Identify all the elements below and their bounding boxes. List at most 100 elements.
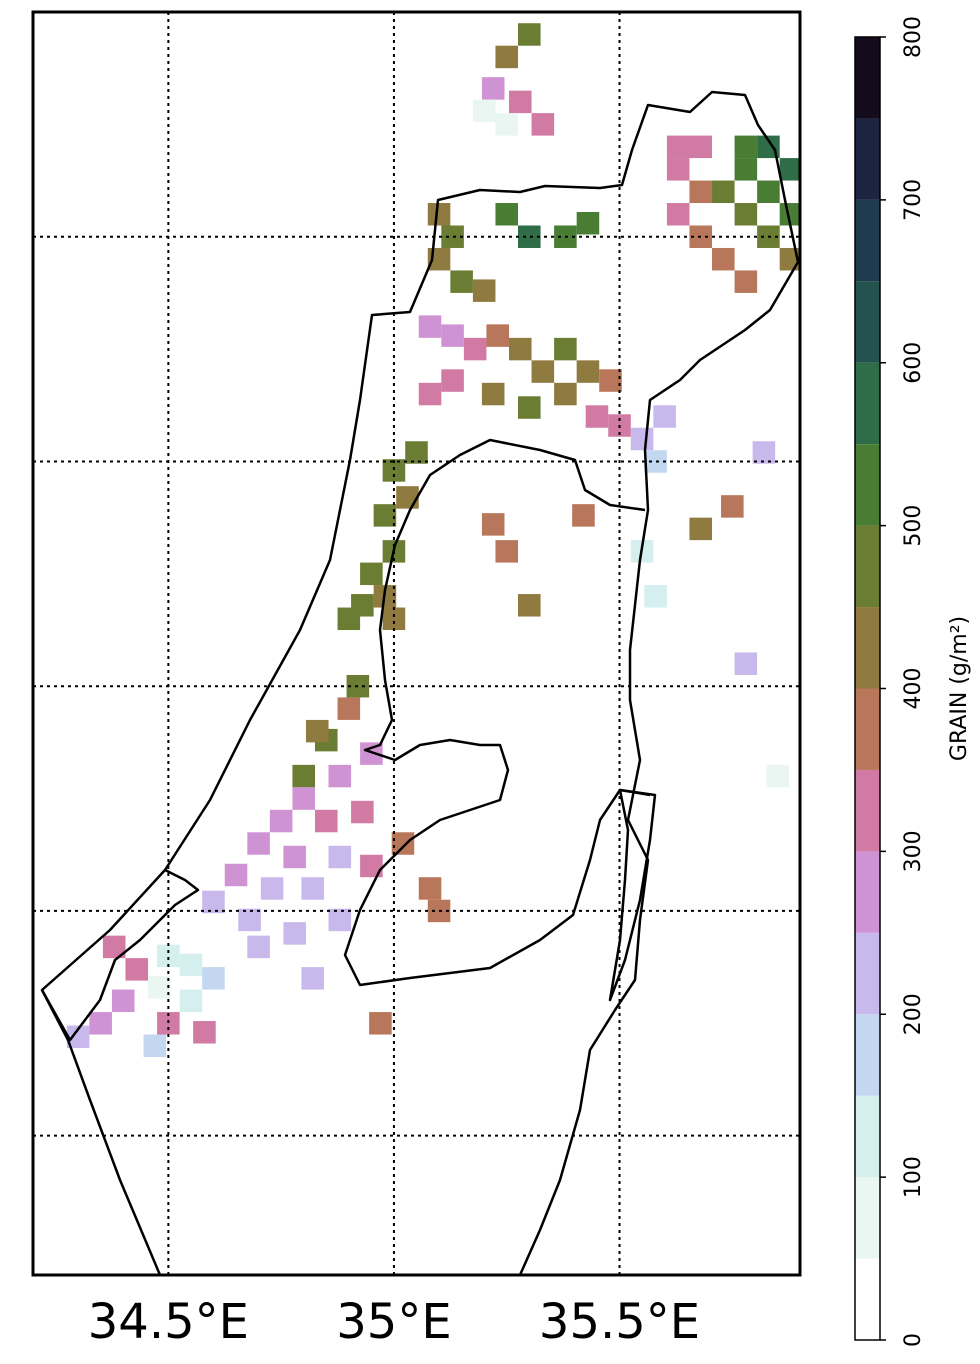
grain-cell — [66, 1025, 90, 1049]
grain-cell — [328, 764, 352, 788]
grain-cell — [283, 922, 306, 945]
colorbar-tick-label: 800 — [901, 16, 926, 58]
colorbar-tick-label: 100 — [901, 1156, 926, 1198]
grain-cell — [247, 832, 270, 855]
grain-cell — [292, 764, 315, 788]
grain-cell — [418, 315, 442, 338]
grain-cell — [373, 504, 397, 527]
colorbar-segment — [855, 1095, 880, 1178]
grain-cell — [202, 890, 225, 914]
colorbar-tick-label: 400 — [901, 668, 926, 710]
grain-cell — [689, 135, 713, 159]
grain-cell — [301, 967, 325, 990]
grain-cell — [481, 382, 505, 406]
grain-cell — [441, 225, 464, 248]
grain-cell — [486, 324, 509, 347]
grain-cell — [360, 562, 383, 586]
grain-cell — [518, 23, 541, 46]
colorbar-segment — [855, 851, 880, 933]
grain-cell — [644, 450, 667, 473]
grain-cell — [360, 742, 383, 765]
grain-cell — [450, 270, 473, 293]
grain-cell — [472, 279, 496, 302]
grain-cell — [89, 1012, 112, 1035]
grain-cell — [734, 270, 758, 293]
grain-cell — [734, 652, 758, 675]
grain-cell — [495, 45, 519, 69]
grain-cell — [666, 203, 690, 226]
west-bank — [343, 438, 651, 987]
colorbar-segment — [855, 37, 880, 119]
grain-cell — [779, 158, 800, 181]
colorbar: 0 100 200 300 400 500 600 700 800 GRAIN (g/m²) — [854, 16, 972, 1347]
borders — [40, 90, 800, 1275]
grain-cell — [125, 958, 149, 981]
grain-cell — [481, 77, 505, 100]
grain-cell — [518, 225, 541, 248]
grain-cell — [269, 809, 293, 833]
grain-cell — [721, 495, 744, 518]
colorbar-segment — [855, 688, 880, 770]
grain-cell — [576, 212, 600, 235]
colorbar-segment — [855, 1258, 880, 1340]
grain-cell — [495, 203, 519, 226]
grain-cell — [391, 832, 415, 855]
graticule — [33, 12, 800, 1275]
grain-cell — [224, 863, 248, 887]
grain-cell — [111, 989, 135, 1013]
grain-cell — [337, 607, 361, 631]
grain-cell — [260, 877, 284, 900]
grain-cell — [337, 697, 361, 720]
coast-and-border — [40, 90, 800, 1275]
x-tick-label: 35°E — [336, 1294, 451, 1350]
grain-cell — [666, 135, 690, 159]
grain-cell — [531, 360, 555, 383]
grain-cell — [360, 854, 383, 878]
grain-cell — [689, 180, 713, 204]
grain-cell — [518, 396, 541, 419]
colorbar-segment — [855, 1177, 880, 1259]
grain-cell — [305, 719, 329, 743]
grain-cell — [495, 113, 519, 136]
grain-cell — [283, 845, 306, 869]
grain-cell — [157, 1012, 180, 1035]
colorbar-segment — [855, 769, 880, 852]
grain-cell — [757, 180, 780, 204]
grain-cell — [712, 247, 735, 271]
colorbar-tick-label: 600 — [901, 342, 926, 384]
grain-cells — [66, 23, 800, 1058]
colorbar-segment — [855, 1014, 880, 1096]
grain-cell — [463, 337, 487, 361]
grain-cell — [301, 877, 325, 900]
gaza-strip — [40, 868, 200, 1042]
colorbar-segment — [855, 199, 880, 282]
grain-cell — [779, 203, 800, 226]
grain-cell — [508, 90, 532, 114]
grain-cell — [712, 180, 735, 204]
grain-cell — [202, 967, 225, 990]
grain-cell — [179, 953, 203, 977]
x-tick-label: 34.5°E — [88, 1294, 249, 1350]
grain-cell — [653, 405, 676, 428]
grain-cell — [472, 99, 496, 123]
grain-cell — [292, 787, 315, 810]
grain-cell — [148, 976, 171, 999]
grain-cell — [427, 203, 451, 226]
grain-cell — [351, 800, 374, 824]
colorbar-tick-label: 700 — [901, 179, 926, 221]
colorbar-tick-label: 300 — [901, 830, 926, 872]
grain-cell — [508, 337, 532, 361]
colorbar-segment — [855, 118, 880, 200]
grain-cell — [179, 989, 203, 1013]
grain-cell — [382, 459, 406, 482]
grain-cell — [382, 607, 406, 631]
grain-cell — [328, 908, 352, 932]
grain-cell — [495, 540, 519, 563]
grain-cell — [630, 427, 654, 451]
colorbar-segment — [855, 444, 880, 526]
colorbar-tick-label: 200 — [901, 993, 926, 1035]
grain-cell — [689, 517, 713, 541]
grain-cell — [441, 369, 464, 392]
grain-cell — [599, 369, 622, 392]
